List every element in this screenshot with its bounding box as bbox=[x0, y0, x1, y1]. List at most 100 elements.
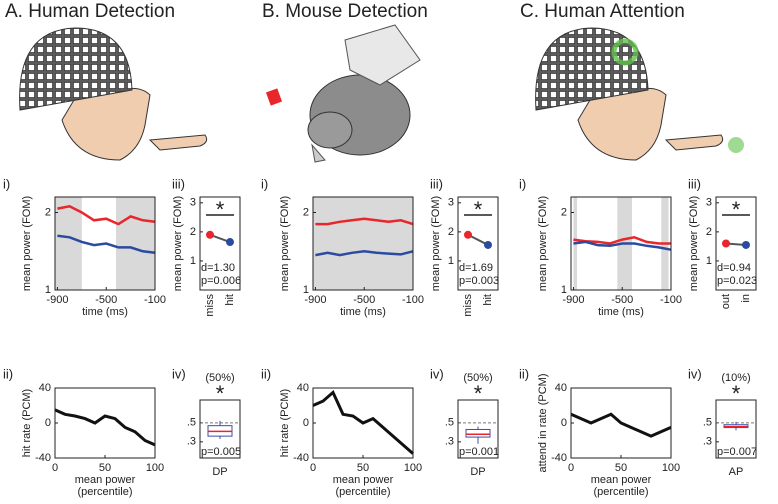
x-tick-label: -500 bbox=[353, 294, 375, 306]
axes-frame bbox=[570, 196, 672, 291]
y-tick-label: 1 bbox=[561, 284, 567, 296]
series-line bbox=[315, 217, 414, 226]
p-value: p=0.006 bbox=[201, 275, 241, 287]
y-axis-label: attend in rate (PCM) bbox=[537, 373, 549, 472]
x-axis-label: time (ms) bbox=[340, 306, 386, 318]
x-tick-label: -900 bbox=[562, 294, 584, 306]
effect-size: d=1.30 bbox=[201, 262, 235, 274]
y-axis-label: mean power (FOM) bbox=[279, 196, 291, 291]
x-tick-label: 100 bbox=[404, 462, 422, 474]
mean-dot bbox=[206, 230, 214, 239]
axes-frame bbox=[54, 387, 156, 459]
p-value: p=0.001 bbox=[459, 446, 499, 458]
axes-frame bbox=[570, 387, 672, 459]
p-value: p=0.023 bbox=[717, 275, 757, 287]
significance-star: * bbox=[732, 197, 741, 222]
y-tick-label: 0 bbox=[45, 417, 51, 429]
y-tick-label: 2 bbox=[190, 226, 196, 238]
y-tick-label: 0 bbox=[561, 417, 567, 429]
axes-frame bbox=[457, 196, 499, 291]
x-tick-label: 50 bbox=[615, 462, 627, 474]
axes-frame bbox=[312, 387, 414, 459]
series-line bbox=[315, 250, 414, 257]
x-axis-label: (percentile) bbox=[593, 486, 648, 498]
y-tick-label: .3 bbox=[187, 436, 196, 448]
proportion: (50%) bbox=[463, 372, 492, 384]
axes-frame bbox=[312, 196, 414, 291]
category-label: DP bbox=[470, 466, 485, 478]
significance-band bbox=[55, 197, 82, 290]
panel-label: iv) bbox=[688, 366, 702, 381]
mean-dot bbox=[742, 240, 750, 249]
p-value: p=0.003 bbox=[459, 275, 499, 287]
axes-frame bbox=[457, 399, 499, 459]
p-value: p=0.005 bbox=[201, 446, 241, 458]
x-tick-label: -900 bbox=[304, 294, 326, 306]
y-tick-label: 40 bbox=[555, 382, 567, 394]
significance-band bbox=[313, 197, 413, 290]
y-tick-label: 2 bbox=[303, 206, 309, 218]
panel-label: i) bbox=[261, 176, 268, 191]
proportion: (10%) bbox=[721, 372, 750, 384]
y-axis-label: hit rate (PCM) bbox=[21, 389, 33, 457]
y-tick-label: 1 bbox=[706, 255, 712, 267]
panel-label: iii) bbox=[430, 176, 443, 191]
series-line bbox=[54, 408, 156, 447]
significance-star: * bbox=[474, 197, 483, 222]
series-line bbox=[57, 204, 156, 226]
mean-dot bbox=[484, 240, 492, 249]
human-illustration bbox=[19, 27, 208, 161]
series-line bbox=[573, 236, 671, 245]
y-axis-label: hit rate (PCM) bbox=[279, 389, 291, 457]
x-tick-label: -100 bbox=[660, 294, 682, 306]
panel-title: A. Human Detection bbox=[5, 1, 175, 22]
category-label: DP bbox=[212, 466, 227, 478]
panel-label: iv) bbox=[172, 366, 186, 381]
y-tick-label: 2 bbox=[45, 206, 51, 218]
panel-label: ii) bbox=[261, 366, 271, 381]
y-tick-label: 3 bbox=[190, 197, 196, 209]
significance-star: * bbox=[732, 381, 741, 406]
axes-frame bbox=[199, 399, 241, 459]
axes-frame bbox=[199, 196, 241, 291]
panel-label: ii) bbox=[3, 366, 13, 381]
y-tick-label: 1 bbox=[190, 255, 196, 267]
y-tick-label: .5 bbox=[187, 417, 196, 429]
y-tick-label: -40 bbox=[551, 452, 567, 464]
axes-frame bbox=[715, 196, 757, 291]
x-axis-label: mean power bbox=[333, 474, 394, 486]
x-tick-label: -100 bbox=[144, 294, 166, 306]
y-tick-label: -40 bbox=[35, 452, 51, 464]
y-tick-label: 3 bbox=[448, 197, 454, 209]
y-tick-label: .3 bbox=[703, 436, 712, 448]
box bbox=[465, 428, 491, 438]
panel-label: iii) bbox=[688, 176, 701, 191]
significance-star: * bbox=[216, 197, 225, 222]
y-tick-label: 2 bbox=[561, 206, 567, 218]
series-line bbox=[570, 412, 672, 438]
category-label: AP bbox=[729, 466, 744, 478]
series-line bbox=[573, 240, 672, 251]
x-tick-label: 50 bbox=[357, 462, 369, 474]
proportion: (50%) bbox=[205, 372, 234, 384]
category-label: hit bbox=[482, 294, 494, 306]
x-axis-label: mean power bbox=[75, 474, 136, 486]
x-tick-label: 100 bbox=[662, 462, 680, 474]
mouse-illustration bbox=[265, 24, 421, 163]
y-tick-label: 2 bbox=[706, 226, 712, 238]
mean-dot bbox=[722, 239, 730, 248]
series-line bbox=[57, 234, 156, 255]
significance-band bbox=[115, 197, 155, 290]
axes-frame bbox=[54, 196, 156, 291]
p-value: p=0.007 bbox=[717, 446, 757, 458]
x-tick-label: -500 bbox=[95, 294, 117, 306]
x-tick-label: 100 bbox=[146, 462, 164, 474]
effect-size: d=0.94 bbox=[717, 262, 751, 274]
panel-label: iii) bbox=[172, 176, 185, 191]
significance-star: * bbox=[474, 381, 483, 406]
x-axis-label: time (ms) bbox=[82, 306, 128, 318]
x-tick-label: -500 bbox=[611, 294, 633, 306]
category-label: out bbox=[720, 294, 732, 309]
significance-star: * bbox=[216, 381, 225, 406]
